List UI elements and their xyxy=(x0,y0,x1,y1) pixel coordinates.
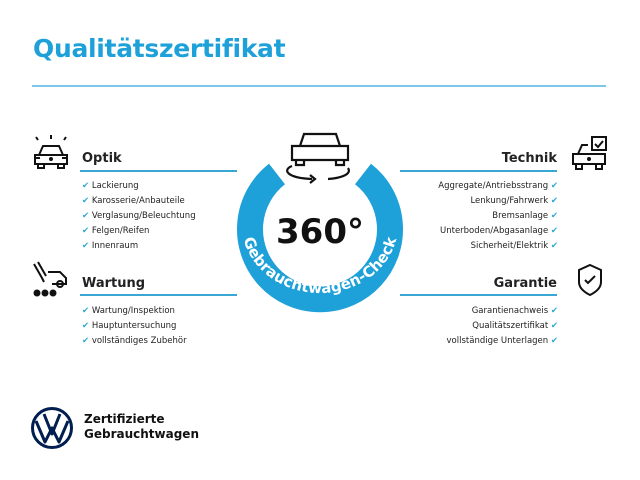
car-checkbox-icon xyxy=(570,135,610,175)
gebrauchtwagen-check-badge: Gebrauchtwagen-Check 360° xyxy=(237,132,403,313)
list-item: ✔ Wartung/Inspektion xyxy=(82,306,175,316)
check-icon: ✔ xyxy=(82,226,90,236)
section-title-technik: Technik xyxy=(501,151,557,166)
check-icon: ✔ xyxy=(550,321,558,331)
check-icon: ✔ xyxy=(82,211,90,221)
check-icon: ✔ xyxy=(82,181,90,191)
list-item: Unterboden/Abgasanlage ✔ xyxy=(440,226,558,236)
brand-text: Zertifizierte Gebrauchtwagen xyxy=(84,412,199,442)
wartung-list: ✔ Wartung/Inspektion ✔ Hauptuntersuchung… xyxy=(82,304,187,349)
list-item: Aggregate/Antriebsstrang ✔ xyxy=(438,181,558,191)
section-title-garantie: Garantie xyxy=(493,276,557,291)
list-item: Garantienachweis ✔ xyxy=(471,306,558,316)
list-item: Qualitätszertifikat ✔ xyxy=(472,321,558,331)
list-item: ✔ Karosserie/Anbauteile xyxy=(82,196,185,206)
check-icon: ✔ xyxy=(82,321,90,331)
list-item: ✔ Lackierung xyxy=(82,181,139,191)
check-icon: ✔ xyxy=(82,196,90,206)
check-icon: ✔ xyxy=(550,211,558,221)
shield-check-icon xyxy=(576,263,604,297)
check-icon: ✔ xyxy=(550,226,558,236)
page-title: Qualitätszertifikat xyxy=(33,34,286,63)
list-item: ✔ Hauptuntersuchung xyxy=(82,321,177,331)
optik-list: ✔ Lackierung ✔ Karosserie/Anbauteile ✔ V… xyxy=(82,179,196,254)
optik-divider xyxy=(80,170,237,172)
vw-logo xyxy=(31,407,73,449)
garantie-list: Garantienachweis ✔ Qualitätszertifikat ✔… xyxy=(380,304,558,349)
wartung-divider xyxy=(80,294,237,296)
check-icon: ✔ xyxy=(550,196,558,206)
list-item: ✔ Felgen/Reifen xyxy=(82,226,150,236)
list-item: ✔ Verglasung/Beleuchtung xyxy=(82,211,196,221)
360-label: 360° xyxy=(276,212,364,252)
title-divider xyxy=(32,85,606,87)
car-lights-icon xyxy=(30,133,72,173)
list-item: Bremsanlage ✔ xyxy=(492,211,558,221)
section-title-wartung: Wartung xyxy=(82,276,146,291)
section-title-optik: Optik xyxy=(82,151,122,166)
car-rotate-icon xyxy=(286,132,350,184)
list-item: ✔ Innenraum xyxy=(82,241,139,251)
list-item: Sicherheit/Elektrik ✔ xyxy=(470,241,558,251)
check-icon: ✔ xyxy=(82,241,90,251)
car-service-icon xyxy=(30,260,72,298)
check-icon: ✔ xyxy=(82,336,90,346)
check-icon: ✔ xyxy=(550,336,558,346)
list-item: vollständige Unterlagen ✔ xyxy=(446,336,558,346)
technik-divider xyxy=(400,170,557,172)
brand-line2: Gebrauchtwagen xyxy=(84,427,199,441)
check-icon: ✔ xyxy=(82,306,90,316)
check-icon: ✔ xyxy=(550,241,558,251)
list-item: ✔ vollständiges Zubehör xyxy=(82,336,187,346)
brand-line1: Zertifizierte xyxy=(84,412,165,426)
check-icon: ✔ xyxy=(550,181,558,191)
ring xyxy=(237,163,403,313)
garantie-divider xyxy=(400,294,557,296)
technik-list: Aggregate/Antriebsstrang ✔ Lenkung/Fahrw… xyxy=(380,179,558,254)
list-item: Lenkung/Fahrwerk ✔ xyxy=(470,196,558,206)
check-icon: ✔ xyxy=(550,306,558,316)
